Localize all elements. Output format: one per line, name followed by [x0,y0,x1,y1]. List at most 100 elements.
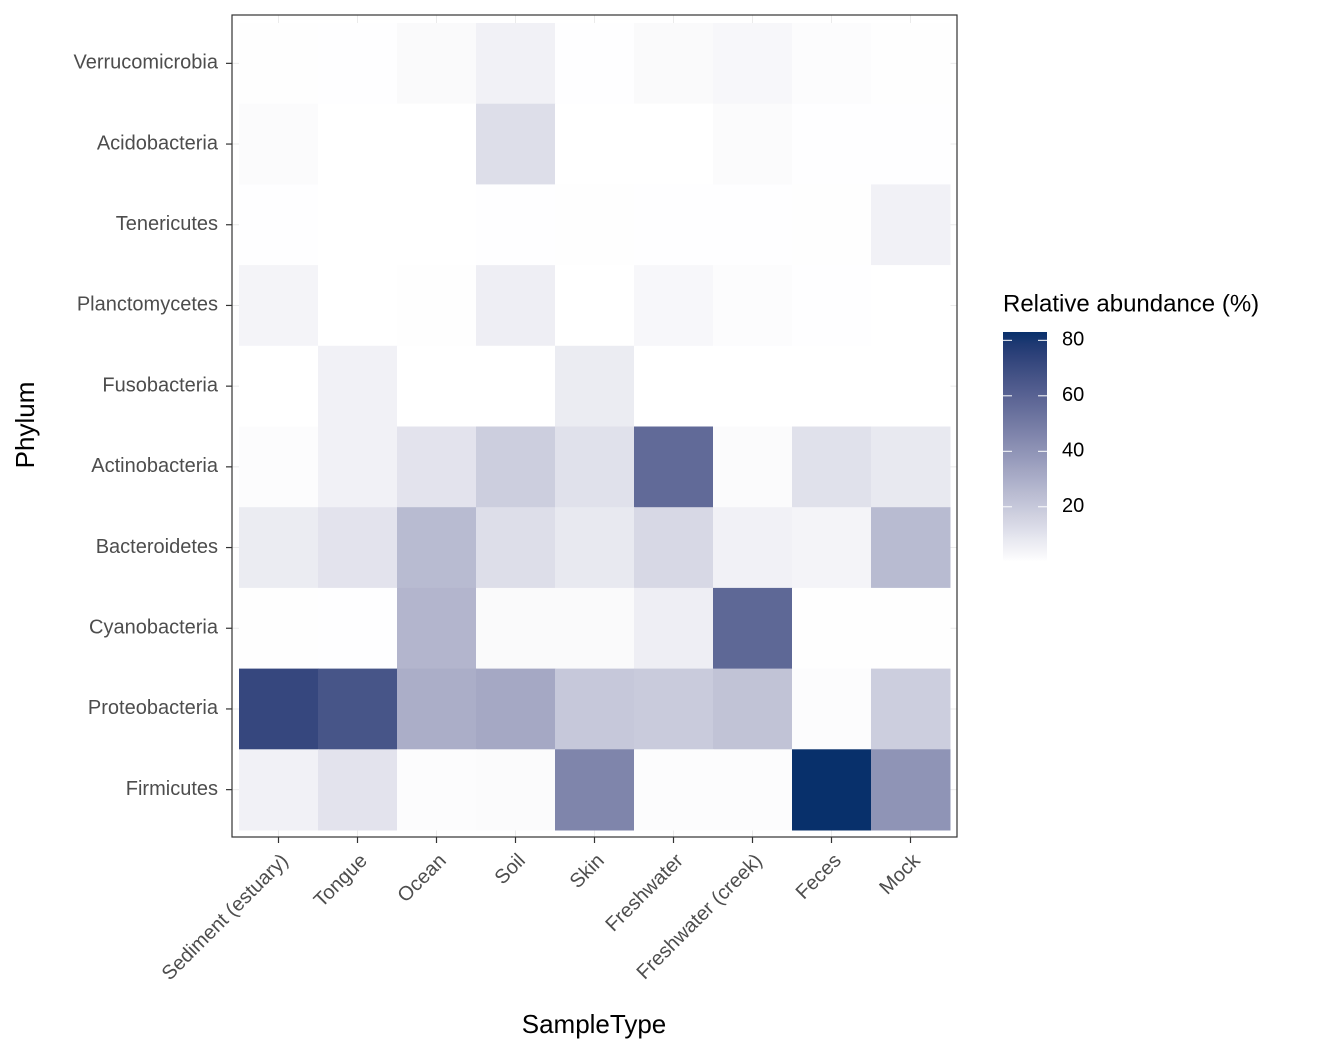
heatmap-cell [239,426,319,508]
heatmap-cell [871,345,951,427]
heatmap-cell [397,668,477,750]
heatmap-cell [476,668,556,750]
colorbar-tick-label: 40 [1062,440,1084,462]
heatmap-cell [871,749,951,831]
y-tick-label: Acidobacteria [97,132,219,154]
heatmap-cell [555,426,635,508]
heatmap-cell [476,265,556,347]
heatmap-cell [397,587,477,670]
heatmap-cell [634,507,714,589]
x-tick-label: Tongue [310,850,372,912]
heatmap-cell [476,587,556,670]
x-tick-label: Ocean [394,850,451,907]
heatmap-cell [792,426,872,508]
heatmap-cell [871,23,951,105]
heatmap-cell [318,587,398,670]
heatmap-cell [713,507,793,589]
heatmap-cell [239,749,319,831]
heatmap-cell [871,587,951,670]
heatmap-cell [555,507,635,589]
heatmap-cell [713,668,793,750]
colorbar-tick-label: 80 [1062,329,1084,351]
heatmap-cell [555,345,635,427]
heatmap-cell [239,668,319,750]
heatmap-cell [713,426,793,508]
heatmap-cell [318,426,398,508]
heatmap-cell [555,23,635,105]
heatmap-cell [871,426,951,508]
heatmap-cell [397,184,477,266]
heatmap-cell [634,103,714,185]
heatmap-cell [318,668,398,750]
heatmap-cell [555,668,635,750]
heatmap-cell [871,184,951,266]
heatmap-cell [555,184,635,266]
heatmap-cell [713,23,793,105]
legend-title: Relative abundance (%) [1003,290,1259,317]
heatmap-cell [713,103,793,185]
heatmap-cell [792,345,872,427]
y-tick-label: Proteobacteria [88,697,219,719]
heatmap-cell [713,749,793,831]
x-tick-label: Skin [566,850,609,893]
y-axis-title: Phylum [10,382,40,469]
heatmap-cell [871,103,951,185]
heatmap-cell [239,265,319,347]
heatmap-cell [239,23,319,105]
heatmap-cell [634,345,714,427]
heatmap-cell [239,587,319,670]
x-axis-title: SampleType [522,1009,667,1039]
heatmap-cell [634,668,714,750]
heatmap-cell [397,507,477,589]
heatmap-cell [713,265,793,347]
heatmap-cell [239,345,319,427]
y-tick-label: Tenericutes [116,213,218,235]
y-tick-label: Bacteroidetes [96,536,218,558]
heatmap-cell [792,587,872,670]
heatmap-cell [239,184,319,266]
heatmap-cell [318,749,398,831]
x-tick-label: Sediment (estuary) [158,850,293,985]
heatmap-cell [318,345,398,427]
heatmap-cell [555,587,635,670]
heatmap-cell [713,184,793,266]
heatmap-cell [792,23,872,105]
y-tick-label: Fusobacteria [102,374,218,396]
heatmap-cell [792,668,872,750]
heatmap-cell [713,345,793,427]
x-tick-label: Feces [792,850,846,904]
heatmap-cell [792,103,872,185]
x-tick-label: Mock [875,849,925,899]
heatmap-cell [318,23,398,105]
heatmap-cell [476,23,556,105]
y-tick-label: Verrucomicrobia [73,52,218,74]
heatmap-cell [239,103,319,185]
heatmap-cell [792,265,872,347]
colorbar-tick-label: 20 [1062,495,1084,517]
heatmap-cell [318,265,398,347]
heatmap-cell [397,426,477,508]
heatmap-cell [397,345,477,427]
heatmap-cell [634,23,714,105]
heatmap-cell [397,23,477,105]
heatmap-cell [792,184,872,266]
heatmap-cell [239,507,319,589]
heatmap-cell [634,184,714,266]
y-tick-label: Actinobacteria [91,455,219,477]
heatmap-cell [871,507,951,589]
heatmap-cell [397,749,477,831]
heatmap-cell [634,587,714,670]
heatmap-cell [318,103,398,185]
heatmap-cell [318,507,398,589]
heatmap-cell [634,749,714,831]
y-tick-label: Planctomycetes [77,294,218,316]
heatmap-cell [871,668,951,750]
y-tick-label: Cyanobacteria [89,617,219,639]
heatmap-cell [634,426,714,508]
heatmap-cell [476,103,556,185]
heatmap-cell [792,749,872,831]
colorbar-tick-label: 60 [1062,384,1084,406]
heatmap-cell [792,507,872,589]
heatmap-cell [476,507,556,589]
